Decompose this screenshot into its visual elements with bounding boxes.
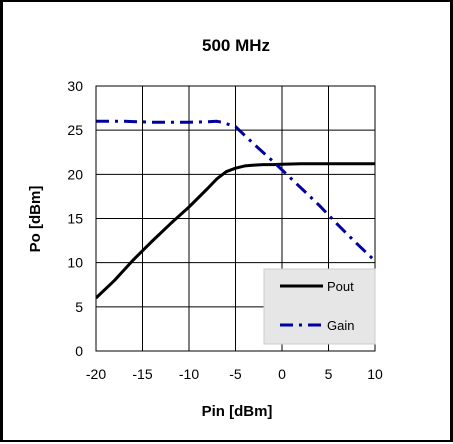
legend-box: [263, 268, 376, 345]
y-axis-label: Po [dBm]: [27, 186, 44, 253]
y-tick-label: 5: [75, 299, 83, 315]
y-tick-label: 0: [75, 343, 83, 359]
legend-label-gain: Gain: [327, 318, 354, 333]
y-tick-label: 20: [67, 166, 83, 182]
plot-area-border: [95, 85, 376, 352]
chart-title: 500 MHz: [202, 36, 270, 55]
y-tick-label: 15: [67, 211, 83, 227]
chart-svg: 500 MHz -20 -15 -10 -5 0 5 10 0 5 10 15 20 25 30 Pout…: [27, 36, 383, 420]
x-tick-label: -10: [179, 366, 199, 382]
y-tick-label: 10: [67, 255, 83, 271]
x-tick-label: 10: [367, 366, 383, 382]
x-tick-label: 5: [325, 366, 333, 382]
legend-label-pout: Pout: [327, 279, 354, 294]
legend: Pout Gain: [263, 268, 376, 345]
x-axis-label: Pin [dBm]: [202, 403, 273, 420]
x-tick-label: -5: [229, 366, 242, 382]
x-tick-label: 0: [278, 366, 286, 382]
y-tick-label: 30: [67, 78, 83, 94]
x-tick-label: -15: [132, 366, 152, 382]
x-tick-label: -20: [86, 366, 106, 382]
ticks: -20 -15 -10 -5 0 5 10 0 5 10 15 20 25 30: [67, 78, 383, 382]
y-tick-label: 25: [67, 122, 83, 138]
series-line-pout: [96, 162, 375, 300]
series-layer: [96, 119, 375, 300]
